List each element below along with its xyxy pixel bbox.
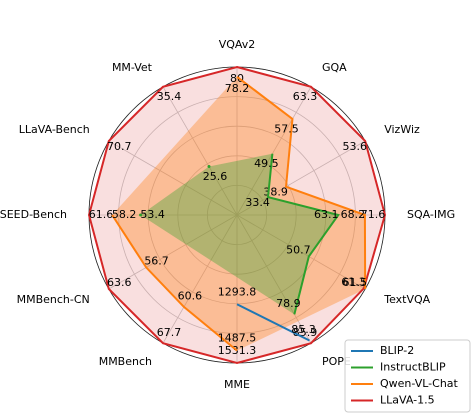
- value-label: 1487.5: [218, 332, 257, 345]
- series-point: [139, 213, 143, 217]
- series-line: [266, 153, 340, 315]
- value-label: 35.4: [157, 90, 182, 103]
- series-line: [236, 303, 310, 342]
- value-label: 63.3: [293, 90, 318, 103]
- value-label: 33.4: [245, 196, 270, 209]
- value-label: 71.6: [361, 208, 386, 221]
- area-fill: [89, 67, 385, 363]
- value-label: 78.9: [276, 297, 301, 310]
- value-label: 61.6: [89, 208, 114, 221]
- legend-box: [344, 339, 471, 413]
- grid-spoke: [162, 214, 238, 344]
- value-label: 50.7: [286, 243, 311, 256]
- axis-label: MME: [224, 378, 250, 391]
- value-label: 68.2: [341, 208, 366, 221]
- value-label: 78.2: [225, 82, 250, 95]
- legend-label: BLIP-2: [380, 344, 414, 357]
- value-label: 58.2: [112, 208, 137, 221]
- grid-spoke: [236, 214, 312, 344]
- axis-label: GQA: [322, 61, 347, 74]
- value-label: 57.5: [274, 122, 299, 135]
- grid-spoke: [236, 140, 366, 216]
- value-label: 56.7: [144, 254, 169, 267]
- axis-label: POPE: [322, 355, 351, 368]
- legend-label: Qwen-VL-Chat: [380, 377, 459, 390]
- series-line: [111, 214, 238, 352]
- grid-spoke: [108, 140, 238, 216]
- grid-spoke: [162, 86, 238, 216]
- value-label: 25.6: [203, 170, 228, 183]
- value-label: 85.3: [291, 323, 316, 336]
- grid-spoke: [108, 214, 238, 290]
- axis-label: MMBench-CN: [17, 293, 90, 306]
- value-label: 53.4: [140, 208, 165, 221]
- series-line: [236, 75, 367, 290]
- series-line: [87, 65, 387, 365]
- axis-label: MM-Vet: [112, 61, 153, 74]
- legend-label: InstructBLIP: [380, 361, 446, 374]
- axis-label: SEED-Bench: [0, 208, 67, 221]
- value-label: 61.3: [341, 275, 366, 288]
- axis-label: LLaVA-Bench: [19, 123, 90, 136]
- value-label: 63.1: [314, 208, 339, 221]
- value-label: 63.6: [107, 276, 132, 289]
- value-label: 1293.8: [218, 285, 257, 298]
- value-label: 49.5: [254, 157, 279, 170]
- grid-spoke: [236, 86, 312, 216]
- area-fill: [140, 153, 339, 315]
- axis-label: MMBench: [99, 355, 152, 368]
- value-label: 70.7: [107, 140, 132, 153]
- axis-label: TextVQA: [383, 293, 430, 306]
- axis-label: SQA-IMG: [407, 208, 455, 221]
- legend-label: LLaVA-1.5: [380, 394, 435, 407]
- value-label: 53.6: [343, 140, 368, 153]
- series-point: [207, 165, 211, 169]
- value-label: 61.5: [343, 276, 368, 289]
- grid-spoke: [236, 214, 366, 290]
- value-label: 67.7: [157, 326, 182, 339]
- value-label: 60.6: [178, 290, 203, 303]
- axis-label: VizWiz: [384, 123, 420, 136]
- value-label: 80: [230, 72, 244, 85]
- axis-label: VQAv2: [219, 38, 256, 51]
